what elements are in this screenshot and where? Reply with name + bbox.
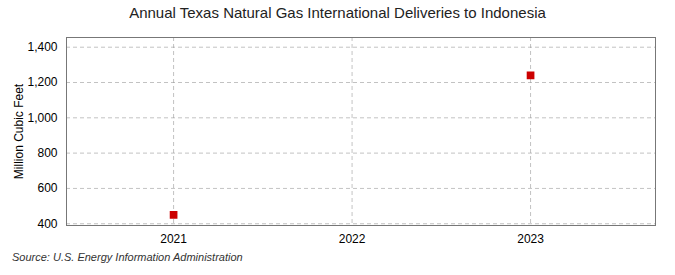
- html-text:Annual Texas Natural Gas Inter: Annual Texas Natural Gas International D…: [129, 4, 546, 21]
- svg-text:1,200: 1,200: [27, 75, 57, 89]
- svg-text:2021: 2021: [160, 232, 187, 246]
- svg-text:400: 400: [37, 217, 57, 231]
- svg-text:2022: 2022: [339, 232, 366, 246]
- svg-text:2023: 2023: [517, 232, 544, 246]
- svg-text:1,000: 1,000: [27, 111, 57, 125]
- html-text:Source: U.S. Energy Informatio: Source: U.S. Energy Information Administ…: [12, 251, 243, 263]
- svg-text:Million Cubic Feet: Million Cubic Feet: [12, 83, 26, 179]
- svg-text:600: 600: [37, 181, 57, 195]
- svg-text:1,400: 1,400: [27, 40, 57, 54]
- svg-text:800: 800: [37, 146, 57, 160]
